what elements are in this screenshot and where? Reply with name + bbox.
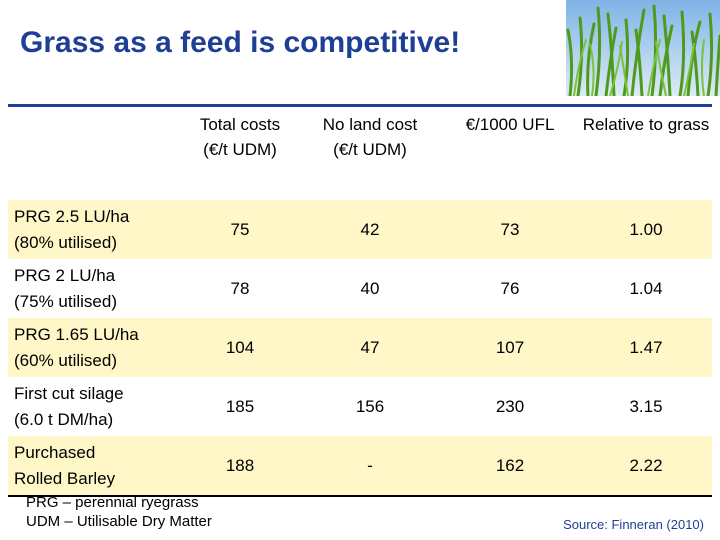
cell-per-1000-ufl: 76 — [440, 259, 580, 318]
cell-per-1000-ufl: 230 — [440, 377, 580, 436]
header-no-land-cost-unit: (€/t UDM) — [333, 139, 407, 159]
cell-total-costs: 188 — [180, 436, 300, 497]
table-row: First cut silage (6.0 t DM/ha) 185 156 2… — [8, 377, 712, 436]
row-label-line1: Purchased — [14, 443, 96, 462]
cell-relative-to-grass: 2.22 — [580, 436, 712, 497]
table-header-row: Total costs (€/t UDM) No land cost (€/t … — [8, 107, 712, 200]
row-label: Purchased Rolled Barley — [8, 436, 180, 497]
cell-per-1000-ufl: 73 — [440, 200, 580, 259]
row-label-line2: (75% utilised) — [14, 291, 117, 311]
row-label-line1: PRG 1.65 LU/ha — [14, 325, 139, 344]
header-empty-cell — [8, 107, 180, 200]
cost-table: Total costs (€/t UDM) No land cost (€/t … — [8, 107, 712, 497]
grass-photo — [566, 0, 720, 96]
table-row: PRG 1.65 LU/ha (60% utilised) 104 47 107… — [8, 318, 712, 377]
header-no-land-cost: No land cost (€/t UDM) — [300, 107, 440, 200]
header-total-costs-unit: (€/t UDM) — [203, 139, 277, 159]
cell-total-costs: 185 — [180, 377, 300, 436]
cell-total-costs: 78 — [180, 259, 300, 318]
row-label: PRG 1.65 LU/ha (60% utilised) — [8, 318, 180, 377]
row-label-line1: First cut silage — [14, 384, 124, 403]
slide-title: Grass as a feed is competitive! — [20, 26, 461, 59]
table-row: PRG 2 LU/ha (75% utilised) 78 40 76 1.04 — [8, 259, 712, 318]
row-label-line1: PRG 2.5 LU/ha — [14, 207, 130, 226]
row-label: First cut silage (6.0 t DM/ha) — [8, 377, 180, 436]
cell-total-costs: 104 — [180, 318, 300, 377]
cell-per-1000-ufl: 162 — [440, 436, 580, 497]
cell-no-land-cost: 40 — [300, 259, 440, 318]
row-label-line2: (80% utilised) — [14, 232, 117, 252]
row-label-line1: PRG 2 LU/ha — [14, 266, 116, 285]
source-citation: Source: Finneran (2010) — [563, 517, 704, 532]
header-total-costs: Total costs (€/t UDM) — [180, 107, 300, 200]
row-label-line2: (60% utilised) — [14, 350, 117, 370]
header-no-land-cost-label: No land cost — [322, 115, 418, 134]
header-total-costs-label: Total costs — [199, 115, 281, 134]
table-row: Purchased Rolled Barley 188 - 162 2.22 — [8, 436, 712, 497]
header-per-1000-ufl: €/1000 UFL — [440, 107, 580, 200]
row-label: PRG 2.5 LU/ha (80% utilised) — [8, 200, 180, 259]
cell-relative-to-grass: 1.47 — [580, 318, 712, 377]
row-label-line2: (6.0 t DM/ha) — [14, 409, 114, 429]
footnote-udm: UDM – Utilisable Dry Matter — [26, 512, 212, 530]
header-rule — [8, 104, 712, 107]
footnotes: PRG – perennial ryegrass UDM – Utilisabl… — [26, 494, 212, 532]
cell-no-land-cost: - — [300, 436, 440, 497]
footnote-prg: PRG – perennial ryegrass — [26, 494, 199, 511]
cell-total-costs: 75 — [180, 200, 300, 259]
table-row: PRG 2.5 LU/ha (80% utilised) 75 42 73 1.… — [8, 200, 712, 259]
cell-relative-to-grass: 1.00 — [580, 200, 712, 259]
cell-relative-to-grass: 3.15 — [580, 377, 712, 436]
cell-relative-to-grass: 1.04 — [580, 259, 712, 318]
cell-no-land-cost: 42 — [300, 200, 440, 259]
header-relative-to-grass: Relative to grass — [580, 107, 712, 200]
row-label: PRG 2 LU/ha (75% utilised) — [8, 259, 180, 318]
cell-no-land-cost: 156 — [300, 377, 440, 436]
cell-per-1000-ufl: 107 — [440, 318, 580, 377]
cell-no-land-cost: 47 — [300, 318, 440, 377]
row-label-line2: Rolled Barley — [14, 468, 116, 488]
